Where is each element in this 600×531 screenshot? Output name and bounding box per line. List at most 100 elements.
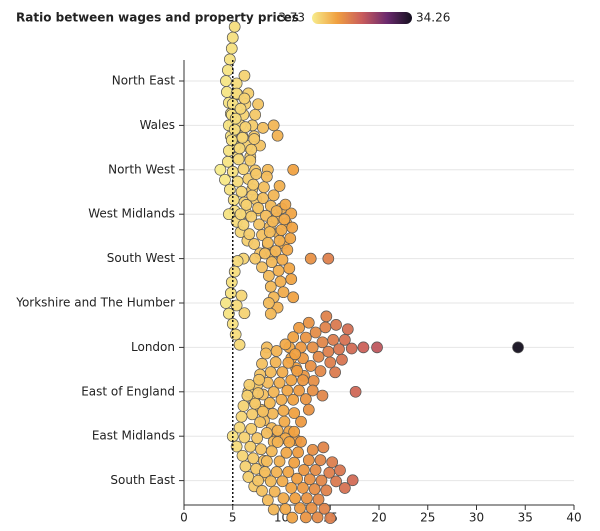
point (265, 445, 278, 458)
point (277, 404, 290, 417)
point (311, 511, 324, 524)
point (281, 384, 294, 397)
point (238, 92, 251, 105)
point (304, 360, 317, 372)
point (251, 432, 263, 444)
y-tick-label: West Midlands (88, 207, 175, 221)
point (231, 175, 244, 188)
point (254, 416, 266, 429)
point (330, 475, 342, 488)
point (291, 365, 303, 377)
point (230, 299, 243, 312)
point (231, 255, 244, 267)
point (229, 112, 242, 125)
point (261, 455, 273, 467)
point (316, 389, 329, 402)
point (238, 69, 251, 82)
point (219, 173, 231, 186)
point (306, 384, 319, 397)
point (320, 484, 333, 497)
point (282, 356, 295, 369)
point (295, 435, 307, 448)
point (256, 357, 268, 370)
legend-title: Ratio between wages and property prices (16, 11, 299, 25)
point (287, 331, 300, 343)
point (248, 238, 261, 250)
point (302, 403, 315, 416)
point (262, 297, 275, 309)
point (267, 119, 280, 132)
y-tick-label: South West (107, 251, 175, 265)
point (306, 341, 319, 354)
point (371, 341, 383, 354)
point (223, 208, 235, 221)
point (300, 511, 312, 524)
point (291, 472, 303, 485)
point (260, 347, 272, 360)
x-tick-label: 40 (566, 511, 581, 525)
point (312, 350, 325, 363)
point (223, 144, 235, 157)
y-tick-label: North West (108, 162, 175, 176)
y-tick-label: Wales (140, 118, 175, 132)
point (306, 443, 319, 456)
point (238, 307, 251, 320)
point (230, 440, 243, 453)
legend-max: 34.26 (416, 11, 450, 25)
point (302, 316, 315, 329)
point (283, 262, 296, 275)
point (276, 366, 289, 378)
point (287, 163, 300, 176)
y-tick-label: North East (112, 74, 176, 88)
point (236, 131, 249, 144)
point (329, 366, 341, 379)
point (345, 342, 358, 355)
point (292, 446, 304, 459)
x-tick-label: 20 (371, 511, 386, 525)
point (339, 334, 351, 346)
point (264, 280, 277, 293)
x-tick-label: 25 (420, 511, 435, 525)
point (227, 194, 240, 206)
point (327, 334, 340, 346)
point (245, 422, 258, 435)
point (237, 400, 250, 412)
point (309, 464, 322, 476)
point (276, 475, 289, 488)
point (273, 376, 286, 389)
point (271, 129, 284, 142)
point (226, 31, 239, 44)
point (266, 215, 279, 228)
point (346, 474, 359, 487)
point (289, 492, 301, 505)
legend-min: 3.73 (278, 11, 305, 25)
legend-gradient (312, 12, 412, 24)
point (269, 245, 282, 257)
point (324, 356, 337, 369)
point (257, 405, 269, 418)
point (326, 456, 339, 469)
point (300, 393, 312, 405)
point (293, 321, 305, 334)
point (270, 345, 283, 357)
point (245, 143, 258, 156)
point (247, 452, 260, 465)
point (256, 485, 268, 497)
point (272, 264, 285, 277)
y-tick-label: South East (110, 473, 175, 487)
point (319, 321, 332, 334)
point (334, 464, 346, 477)
point (228, 20, 241, 33)
x-tick-label: 30 (469, 511, 484, 525)
point (247, 178, 260, 191)
point (258, 181, 270, 194)
point (312, 493, 325, 506)
point (339, 482, 351, 494)
point (264, 307, 277, 320)
point (275, 224, 288, 236)
point (302, 454, 315, 466)
point (270, 205, 283, 218)
point (245, 210, 258, 223)
